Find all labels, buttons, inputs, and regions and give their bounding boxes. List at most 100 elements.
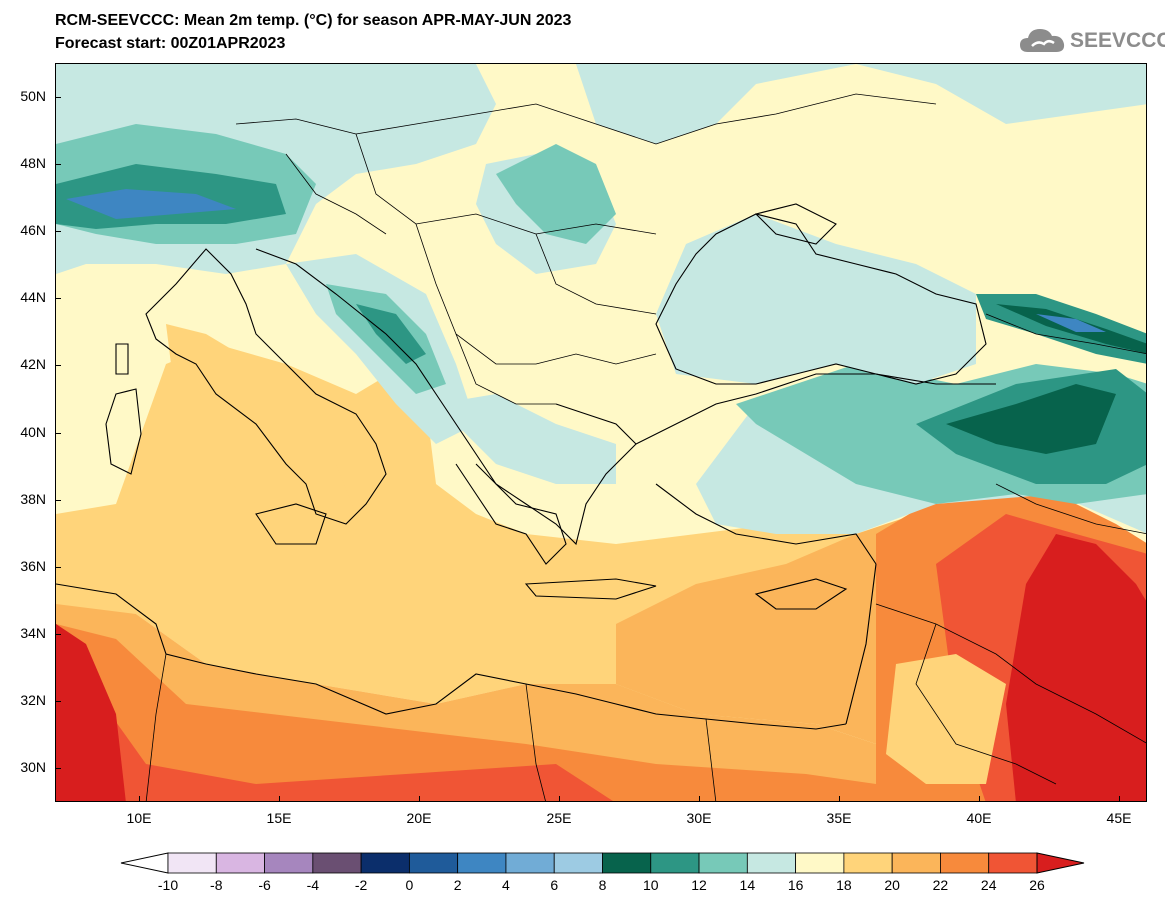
lat-label: 30N — [20, 759, 46, 776]
coast-greece — [475, 403, 637, 546]
colorbar-label: -10 — [157, 877, 179, 893]
lat-tick — [55, 701, 61, 703]
border-8 — [915, 623, 1057, 785]
colorbar-swatch — [650, 852, 700, 874]
field-africa-hot — [56, 624, 876, 801]
field-italy — [166, 324, 356, 534]
coast-sardinia — [105, 388, 142, 475]
lat-tick — [55, 499, 61, 501]
colorbar-label: 6 — [550, 877, 559, 893]
border-2 — [355, 133, 657, 235]
colorbar-label: 22 — [932, 877, 949, 893]
border-7 — [875, 603, 1146, 744]
colorbar-label: 12 — [691, 877, 707, 893]
coast-sicily — [255, 503, 327, 545]
colorbar-swatch — [408, 852, 459, 874]
coast-crimea — [754, 203, 837, 245]
lat-label: 50N — [20, 87, 46, 104]
colorbar-label: -2 — [354, 877, 368, 893]
colorbar-swatch — [215, 852, 265, 874]
field-caucasus-cold — [1036, 314, 1106, 332]
lon-tick — [839, 796, 840, 802]
field-greece-cool — [436, 394, 616, 484]
colorbar-swatch — [602, 852, 652, 874]
colorbar-label: 8 — [598, 877, 607, 893]
coastlines — [56, 93, 1146, 801]
colorbar-swatch — [505, 852, 555, 874]
colorbar-swatch — [795, 852, 845, 874]
colorbar-swatch — [940, 852, 990, 874]
field-jordan — [886, 654, 1006, 784]
lon-tick — [279, 796, 280, 802]
colorbar-swatch — [891, 852, 941, 874]
lat-label: 38N — [20, 490, 46, 507]
colorbar-label: 24 — [980, 877, 997, 893]
title-line-2: Forecast start: 00Z01APR2023 — [55, 35, 286, 52]
border-4 — [285, 153, 387, 235]
lon-label: 35E — [826, 810, 852, 826]
coast-italy — [145, 248, 387, 525]
lat-label: 32N — [20, 692, 46, 709]
border-5 — [455, 333, 556, 405]
colorbar-label: 16 — [787, 877, 804, 893]
colorbar-label: 26 — [1029, 877, 1045, 893]
coast-balkans — [255, 248, 567, 565]
colorbar-label: 4 — [502, 877, 510, 893]
colorbar-label: 18 — [836, 877, 852, 893]
lat-tick — [55, 365, 61, 367]
coast-north-africa — [56, 583, 847, 730]
border-9 — [995, 483, 1146, 535]
border-10 — [525, 683, 546, 801]
colorbar-label: -4 — [306, 877, 320, 893]
cloud-icon — [1020, 29, 1065, 52]
colorbar-label: -6 — [258, 877, 271, 893]
colorbar-label: 2 — [453, 877, 462, 893]
lon-tick — [699, 796, 700, 802]
lon-label: 10E — [126, 810, 152, 826]
lat-label: 48N — [20, 154, 46, 171]
colorbar-swatch — [988, 852, 1038, 874]
field-black-sea — [656, 214, 976, 384]
lat-tick — [55, 163, 61, 165]
border-11 — [705, 718, 717, 801]
map-panel — [55, 63, 1147, 802]
coast-crete — [524, 578, 657, 600]
coast-corsica — [115, 343, 129, 375]
lon-label: 25E — [546, 810, 572, 826]
lon-label: 40E — [966, 810, 992, 826]
lon-label: 30E — [686, 810, 712, 826]
temperature-map — [56, 64, 1146, 801]
field-anatolia-peaks — [946, 384, 1116, 454]
title-line-1: RCM-SEEVCCC: Mean 2m temp. (°C) for seas… — [55, 12, 572, 29]
lon-tick — [139, 796, 140, 802]
border-1 — [235, 93, 937, 145]
border-12 — [145, 653, 167, 801]
lon-label: 20E — [406, 810, 432, 826]
lat-label: 40N — [20, 423, 46, 440]
coast-turkey — [635, 373, 996, 565]
field-ukraine-cool — [576, 64, 1146, 144]
colorbar-swatch — [843, 852, 893, 874]
lat-tick — [55, 634, 61, 636]
field-dinaric-peaks — [356, 304, 426, 364]
lat-tick — [55, 298, 61, 300]
border-6 — [535, 233, 657, 315]
field-carpathians — [496, 144, 616, 244]
colorbar-swatch — [698, 852, 748, 874]
lat-label: 42N — [20, 356, 46, 373]
lat-tick — [55, 230, 61, 232]
colorbar-swatch — [264, 852, 314, 874]
colorbar-swatch — [167, 852, 217, 874]
colorbar-label: 20 — [884, 877, 900, 893]
logo-text: SEEVCCC — [1070, 29, 1165, 52]
colorbar — [120, 852, 1085, 874]
colorbar-swatch — [312, 852, 362, 874]
lon-tick — [559, 796, 560, 802]
field-alps-cold — [66, 189, 236, 219]
lon-label: 45E — [1106, 810, 1132, 826]
colorbar-over-triangle — [1036, 852, 1085, 874]
lon-tick — [979, 796, 980, 802]
coast-levant — [845, 563, 877, 725]
lat-tick — [55, 768, 61, 770]
colorbar-label: 14 — [739, 877, 756, 893]
